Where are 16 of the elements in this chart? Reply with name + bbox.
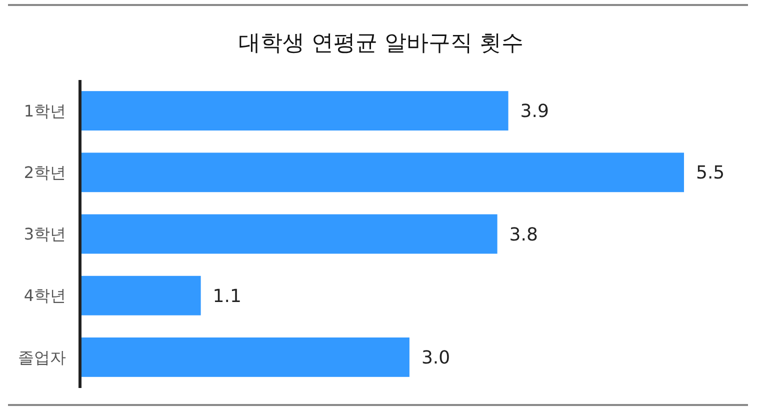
y-tick-label: 졸업자	[18, 348, 66, 367]
y-tick-label: 1학년	[24, 101, 66, 120]
bar	[80, 276, 201, 316]
bar	[80, 337, 410, 377]
data-label: 3.9	[520, 101, 549, 122]
y-tick-label: 2학년	[24, 163, 66, 182]
bar	[80, 91, 508, 131]
data-label: 3.0	[421, 348, 450, 368]
chart-title: 대학생 연평균 알바구직 횟수	[238, 31, 524, 56]
y-tick-label: 4학년	[24, 286, 66, 306]
data-label: 3.8	[509, 224, 538, 246]
y-tick-label: 3학년	[24, 224, 66, 244]
bar	[80, 152, 684, 192]
data-label: 1.1	[212, 286, 242, 307]
data-label: 5.5	[696, 162, 725, 184]
bar	[80, 214, 498, 254]
